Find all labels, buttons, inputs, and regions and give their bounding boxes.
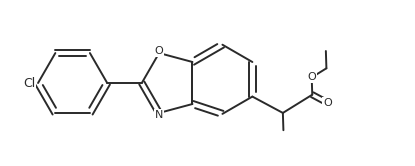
Text: Cl: Cl xyxy=(23,77,35,89)
Text: O: O xyxy=(323,98,332,108)
Text: N: N xyxy=(155,110,163,120)
Text: O: O xyxy=(308,72,316,82)
Text: O: O xyxy=(155,46,164,56)
